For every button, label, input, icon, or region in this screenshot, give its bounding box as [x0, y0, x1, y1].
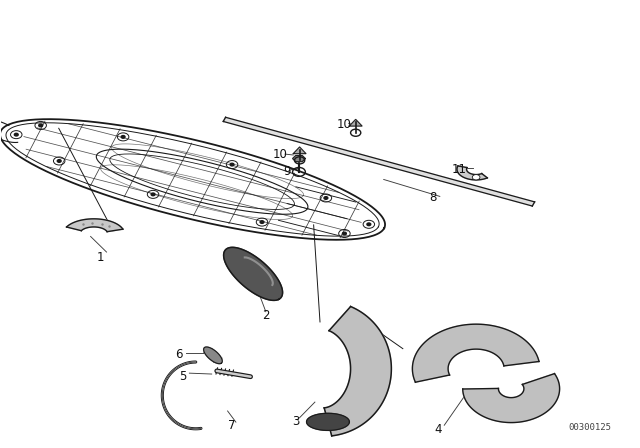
Text: 4: 4 — [434, 423, 442, 436]
Polygon shape — [324, 306, 392, 436]
Polygon shape — [293, 147, 306, 154]
Circle shape — [230, 163, 234, 166]
Text: 11: 11 — [451, 163, 467, 176]
Polygon shape — [204, 347, 222, 364]
Text: 2: 2 — [262, 309, 269, 322]
Text: 5: 5 — [179, 370, 187, 383]
Polygon shape — [307, 414, 349, 431]
Text: 10: 10 — [273, 148, 288, 161]
Polygon shape — [223, 247, 282, 300]
Polygon shape — [292, 155, 305, 162]
Text: 10: 10 — [337, 118, 351, 131]
Text: 6: 6 — [175, 348, 183, 361]
Circle shape — [324, 197, 328, 199]
Text: 3: 3 — [292, 415, 300, 428]
Polygon shape — [67, 219, 123, 232]
Circle shape — [14, 134, 18, 136]
Polygon shape — [223, 117, 534, 206]
Polygon shape — [412, 324, 539, 382]
Circle shape — [58, 159, 61, 162]
Circle shape — [121, 136, 125, 138]
Text: 00300125: 00300125 — [569, 423, 612, 432]
Circle shape — [342, 232, 346, 235]
Circle shape — [260, 221, 264, 224]
Polygon shape — [457, 166, 487, 180]
Polygon shape — [463, 374, 559, 422]
Text: 7: 7 — [228, 419, 236, 432]
Circle shape — [151, 193, 155, 196]
Text: 1: 1 — [97, 251, 104, 264]
Text: 8: 8 — [429, 191, 437, 204]
Circle shape — [367, 223, 371, 226]
Circle shape — [472, 175, 480, 180]
Circle shape — [39, 124, 43, 127]
Text: 9: 9 — [283, 165, 291, 178]
Polygon shape — [349, 119, 362, 126]
